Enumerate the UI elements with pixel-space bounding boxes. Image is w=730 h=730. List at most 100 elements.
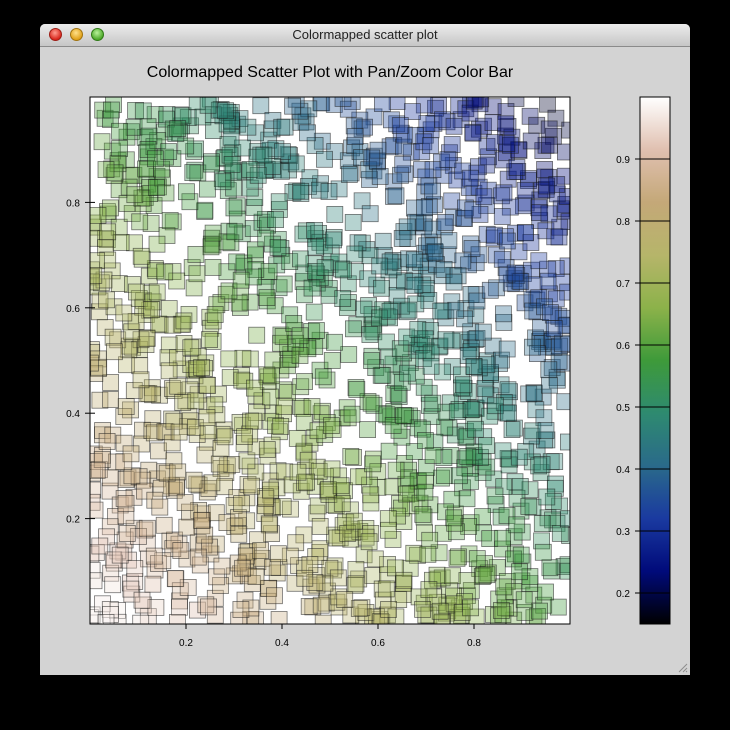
scatter-point bbox=[486, 487, 504, 505]
scatter-point bbox=[247, 438, 265, 456]
scatter-point bbox=[249, 531, 267, 549]
scatter-point bbox=[395, 406, 412, 424]
scatter-point bbox=[301, 169, 319, 187]
scatter-point bbox=[267, 211, 285, 229]
scatter-point bbox=[541, 559, 559, 577]
scatter-point bbox=[559, 316, 570, 334]
scatter-point bbox=[157, 184, 175, 202]
scatter-point bbox=[99, 205, 117, 223]
scatter-point bbox=[474, 508, 492, 526]
scatter-point bbox=[106, 164, 124, 182]
scatter-point bbox=[458, 490, 476, 508]
scatter-point bbox=[549, 598, 567, 616]
scatter-point bbox=[117, 494, 135, 512]
scatter-point bbox=[353, 599, 371, 617]
scatter-point bbox=[298, 473, 316, 491]
scatter-point bbox=[258, 441, 276, 458]
minimize-window-button[interactable] bbox=[70, 28, 83, 41]
scatter-point bbox=[118, 524, 136, 542]
scatter-point bbox=[330, 588, 348, 606]
scatter-point bbox=[499, 381, 517, 399]
scatter-point bbox=[183, 259, 201, 277]
scatter-point bbox=[436, 418, 454, 436]
scatter-point bbox=[306, 429, 324, 446]
scatter-point bbox=[492, 351, 510, 369]
scatter-point bbox=[347, 561, 365, 578]
scatter-point bbox=[416, 432, 434, 449]
scatter-point bbox=[462, 340, 480, 358]
scatter-point bbox=[521, 481, 539, 499]
scatter-point bbox=[361, 247, 379, 265]
scatter-point bbox=[134, 102, 152, 120]
scatter-point bbox=[359, 270, 377, 288]
scatter-point bbox=[168, 479, 185, 497]
scatter-point bbox=[330, 467, 348, 485]
scatter-point bbox=[465, 97, 483, 110]
scatter-point bbox=[378, 406, 396, 424]
scatter-point bbox=[93, 451, 111, 469]
scatter-point bbox=[517, 224, 534, 242]
scatter-point bbox=[232, 271, 250, 289]
scatter-point bbox=[90, 501, 104, 519]
scatter-point bbox=[186, 161, 204, 179]
scatter-point bbox=[435, 218, 453, 236]
scatter-point bbox=[545, 320, 563, 337]
scatter-point bbox=[511, 477, 529, 495]
scatter-point bbox=[148, 179, 165, 196]
scatter-point bbox=[259, 373, 277, 390]
scatter-point bbox=[547, 109, 565, 127]
scatter-point bbox=[323, 352, 341, 369]
scatter-point bbox=[276, 118, 294, 136]
scatter-point bbox=[445, 273, 463, 291]
scatter-point bbox=[474, 323, 492, 341]
zoom-window-button[interactable] bbox=[91, 28, 104, 41]
scatter-point bbox=[105, 97, 122, 113]
scatter-point bbox=[142, 215, 160, 232]
scatter-point bbox=[138, 519, 156, 537]
scatter-point bbox=[315, 237, 333, 255]
scatter-point bbox=[217, 102, 235, 120]
scatter-point bbox=[172, 542, 190, 559]
scatter-point bbox=[326, 333, 343, 351]
scatter-point bbox=[347, 379, 365, 396]
scatter-point bbox=[90, 614, 104, 624]
scatter-point bbox=[155, 516, 173, 534]
scatter-point bbox=[110, 218, 128, 236]
scatter-point bbox=[399, 364, 417, 382]
scatter-point bbox=[115, 408, 133, 425]
scatter-point bbox=[196, 526, 214, 544]
scatter-point bbox=[456, 593, 474, 610]
scatter-point bbox=[548, 176, 566, 193]
scatter-point bbox=[468, 164, 486, 182]
scatter-point bbox=[236, 428, 254, 446]
scatter-point bbox=[103, 142, 121, 160]
scatter-point bbox=[319, 482, 337, 500]
scatter-point bbox=[546, 453, 564, 471]
scatter-point bbox=[559, 257, 570, 275]
scatter-point bbox=[106, 343, 123, 361]
scatter-point bbox=[241, 457, 259, 475]
scatter-point bbox=[420, 384, 438, 402]
scatter-point bbox=[485, 226, 503, 244]
scatter-point bbox=[118, 128, 136, 146]
scatter-point bbox=[164, 380, 181, 398]
y-tick-label: 0.8 bbox=[66, 198, 80, 209]
scatter-point bbox=[468, 292, 486, 310]
close-window-button[interactable] bbox=[49, 28, 62, 41]
scatter-point bbox=[450, 467, 468, 485]
resize-grip-icon[interactable] bbox=[676, 661, 688, 673]
scatter-point bbox=[459, 347, 477, 364]
scatter-point bbox=[461, 169, 479, 187]
scatter-point bbox=[138, 385, 156, 403]
scatter-point bbox=[377, 333, 395, 351]
scatter-point bbox=[105, 298, 123, 316]
scatter-point bbox=[516, 181, 534, 199]
scatter-point bbox=[476, 380, 494, 397]
scatter-point bbox=[472, 97, 490, 108]
scatter-point bbox=[336, 591, 354, 608]
scatter-point bbox=[133, 591, 151, 609]
scatter-point bbox=[126, 560, 144, 577]
scatter-chart[interactable]: 0.2 0.4 0.6 0.8 0.2 0.4 0.6 0.8 0.2 0.3 0.4 0.5 0.6 0… bbox=[40, 24, 690, 675]
scatter-point bbox=[395, 571, 413, 589]
scatter-point bbox=[120, 341, 138, 359]
